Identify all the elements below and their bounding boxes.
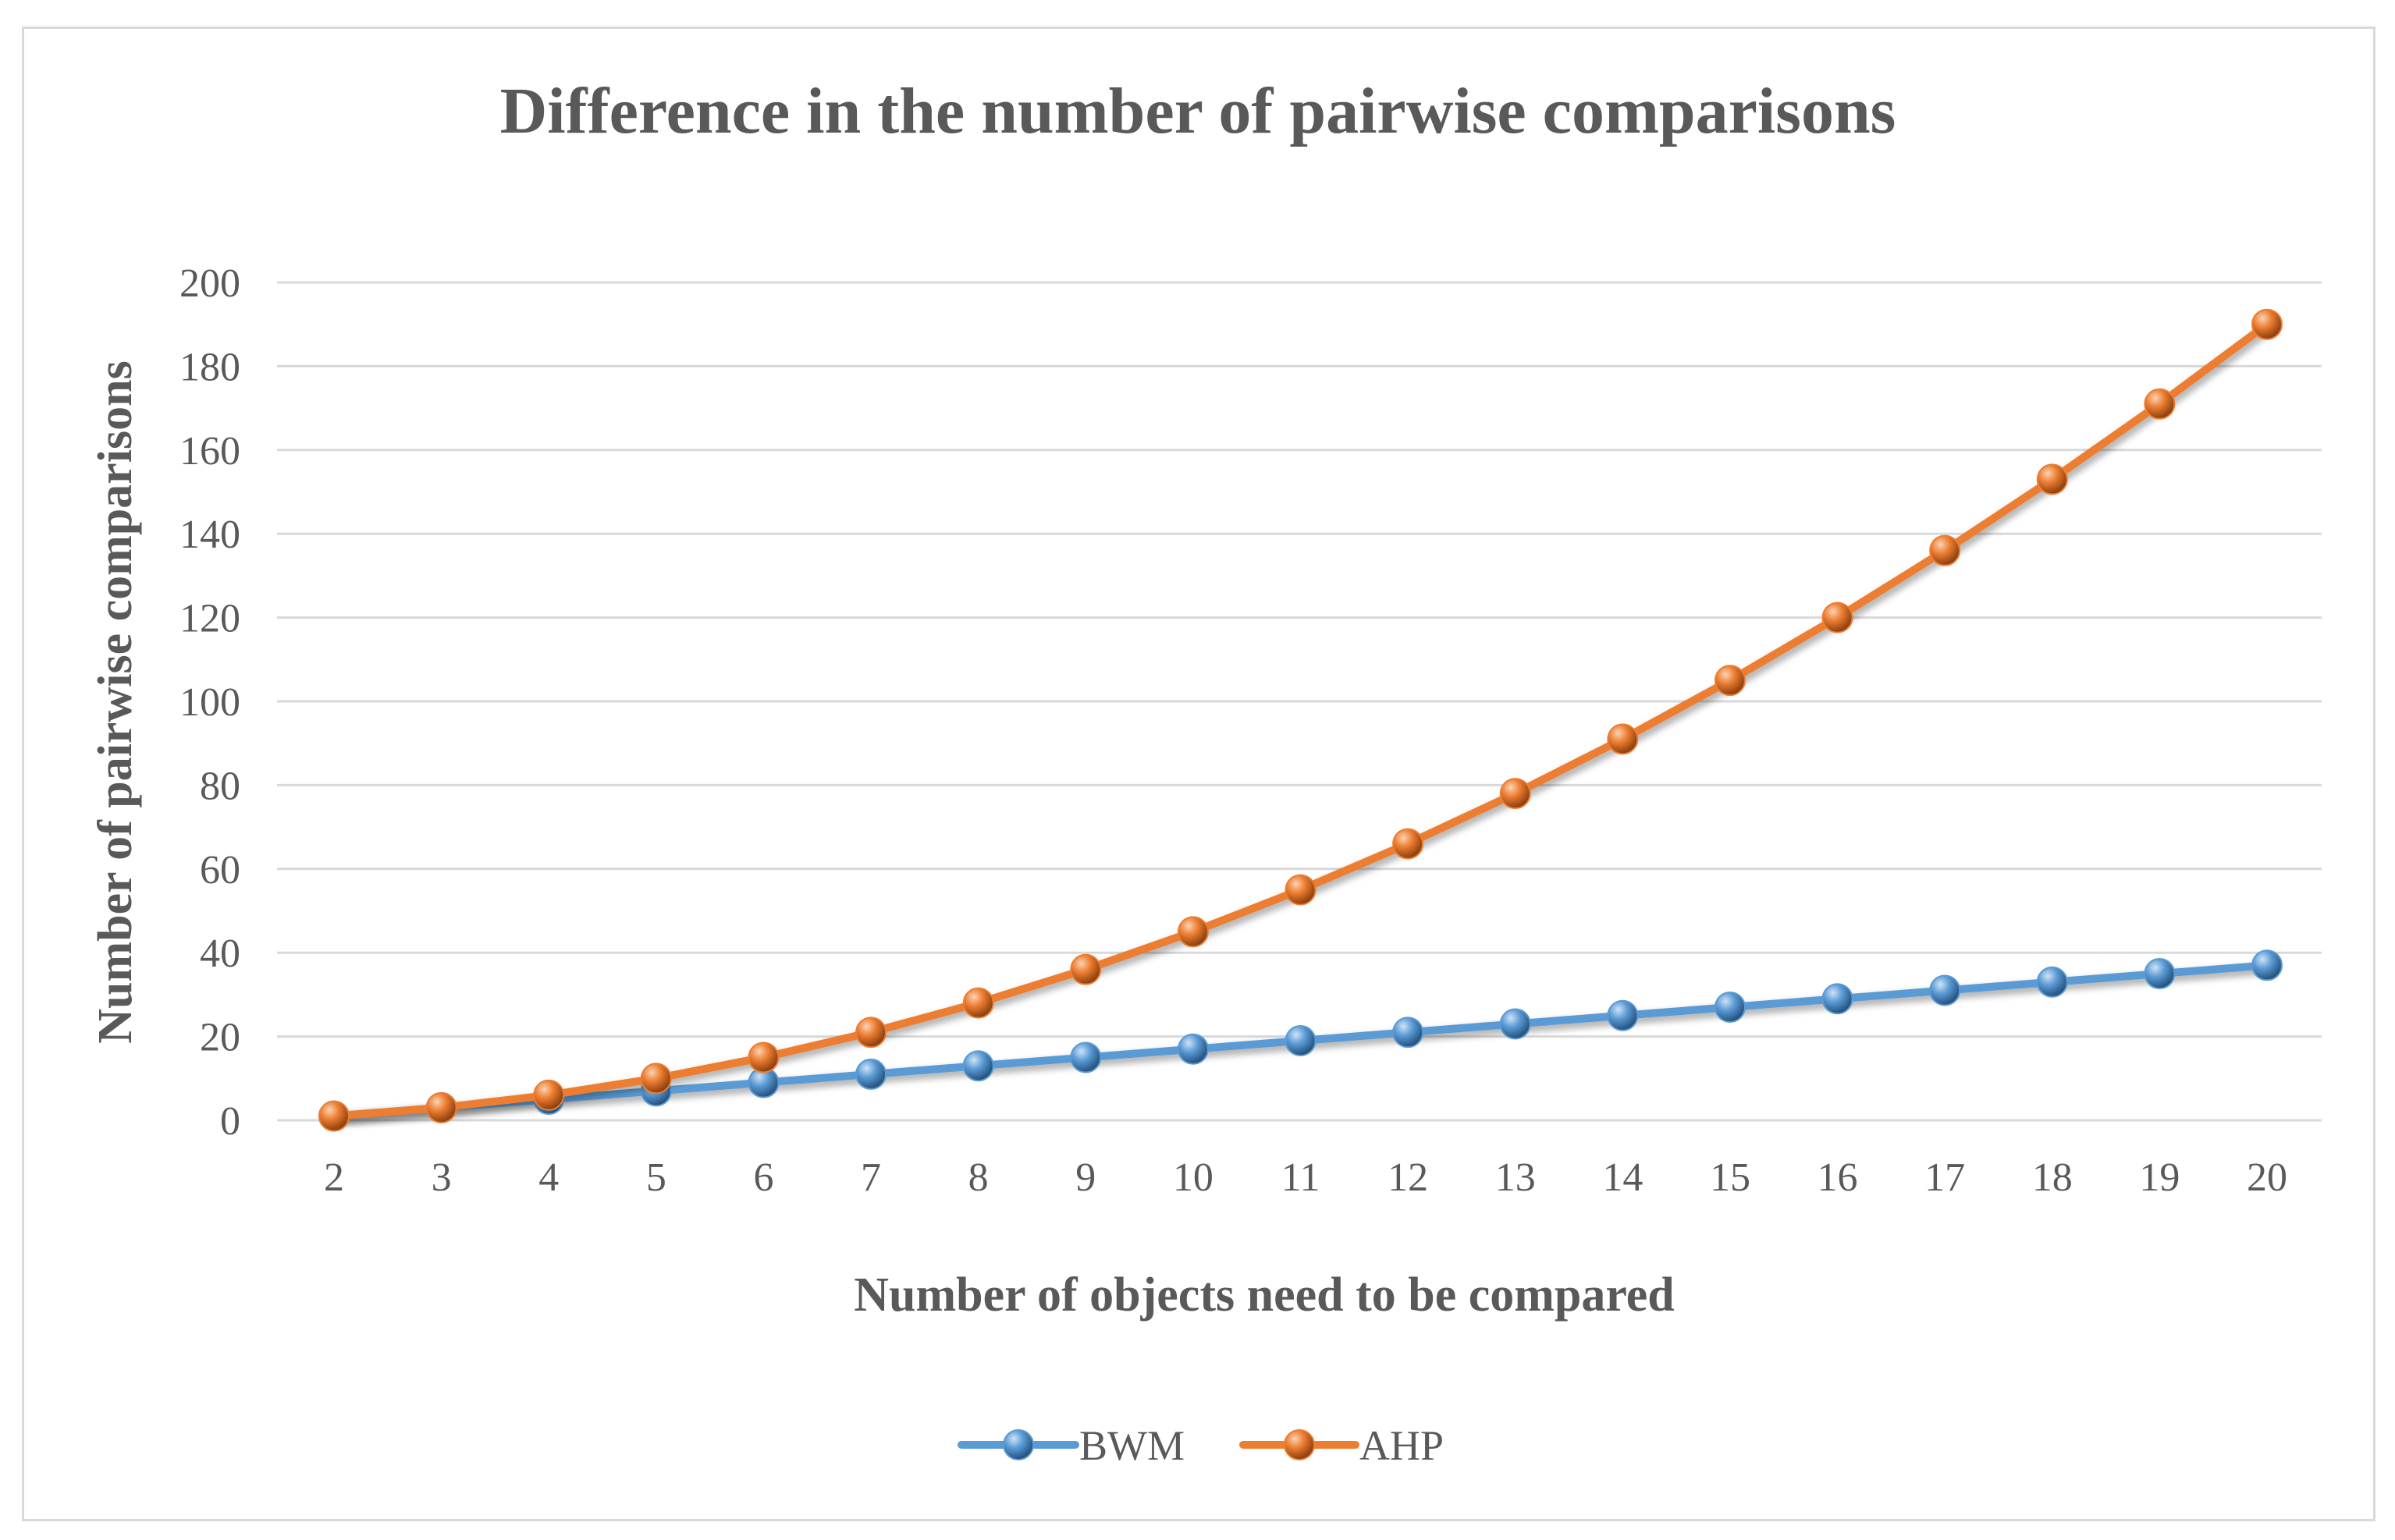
data-point-ahp — [2144, 388, 2176, 420]
data-point-bwm — [1499, 1008, 1531, 1040]
legend-marker — [1284, 1429, 1315, 1460]
y-tick-label: 80 — [200, 764, 240, 808]
gridlines — [277, 281, 2322, 1122]
y-tick-label: 200 — [179, 261, 240, 306]
data-point-ahp — [1070, 953, 1102, 985]
y-tick-label: 0 — [220, 1099, 240, 1144]
x-tick-label: 19 — [2139, 1155, 2180, 1200]
x-tick-label: 8 — [968, 1155, 989, 1200]
data-point-ahp — [425, 1091, 457, 1123]
x-tick-label: 15 — [1710, 1155, 1750, 1200]
x-axis-title: Number of objects need to be compared — [854, 1269, 1675, 1322]
x-tick-label: 18 — [2032, 1155, 2073, 1200]
x-tick-label: 4 — [538, 1155, 559, 1200]
chart-frame — [22, 27, 2375, 1521]
data-point-ahp — [1929, 534, 1961, 566]
data-point-ahp — [318, 1100, 350, 1132]
data-point-bwm — [1392, 1017, 1424, 1049]
data-point-bwm — [1821, 983, 1853, 1015]
y-tick-label: 160 — [179, 429, 240, 474]
legend-item-bwm: BWM — [958, 1422, 1185, 1469]
data-point-ahp — [1499, 778, 1531, 810]
x-tick-label: 5 — [646, 1155, 666, 1200]
data-point-ahp — [2036, 463, 2068, 495]
data-point-ahp — [1392, 828, 1424, 860]
y-tick-label: 140 — [179, 513, 240, 557]
x-tick-label: 2 — [324, 1155, 344, 1200]
data-point-ahp — [533, 1079, 565, 1111]
data-point-bwm — [2251, 949, 2283, 981]
data-point-ahp — [1821, 601, 1853, 633]
data-point-bwm — [1714, 992, 1746, 1024]
series-ahp — [318, 308, 2283, 1132]
legend: BWM AHP — [958, 1422, 1444, 1469]
x-tick-label: 11 — [1281, 1155, 1320, 1200]
x-tick-label: 10 — [1173, 1155, 1213, 1200]
data-point-bwm — [1177, 1033, 1209, 1065]
data-point-bwm — [1607, 999, 1639, 1031]
data-point-ahp — [1714, 665, 1746, 697]
y-axis-title: Number of pairwise comparisons — [89, 360, 142, 1043]
data-point-bwm — [855, 1058, 887, 1090]
series-line-shadow-ahp — [331, 322, 2275, 1126]
legend-item-ahp: AHP — [1239, 1422, 1444, 1469]
x-tick-label: 9 — [1075, 1155, 1096, 1200]
y-tick-label: 60 — [200, 848, 240, 892]
data-point-ahp — [1285, 874, 1317, 906]
y-tick-label: 20 — [200, 1016, 240, 1060]
x-tick-label: 14 — [1602, 1155, 1643, 1200]
data-point-ahp — [1177, 916, 1209, 948]
data-point-ahp — [2251, 308, 2283, 340]
data-point-ahp — [855, 1017, 887, 1049]
y-tick-label: 120 — [179, 597, 240, 641]
data-point-bwm — [1070, 1041, 1102, 1073]
chart-title: Difference in the number of pairwise com… — [500, 75, 1896, 147]
x-tick-label: 20 — [2247, 1155, 2287, 1200]
data-point-ahp — [962, 987, 994, 1019]
data-point-bwm — [2036, 966, 2068, 998]
x-tick-label: 16 — [1818, 1155, 1858, 1200]
y-tick-label: 100 — [179, 680, 240, 725]
data-point-ahp — [1607, 723, 1639, 755]
data-point-bwm — [2144, 958, 2176, 990]
legend-marker — [1003, 1429, 1034, 1460]
y-axis-ticks: 0 20 40 60 80 100 120 140 160 180 200 — [179, 261, 240, 1144]
data-point-bwm — [962, 1050, 994, 1082]
x-tick-label: 6 — [753, 1155, 773, 1200]
x-tick-label: 17 — [1924, 1155, 1965, 1200]
x-tick-label: 7 — [861, 1155, 881, 1200]
series-bwm — [318, 949, 2283, 1132]
legend-label: AHP — [1359, 1422, 1444, 1469]
series-layer — [318, 308, 2283, 1132]
data-point-bwm — [1285, 1024, 1317, 1056]
legend-label: BWM — [1079, 1422, 1185, 1469]
data-point-ahp — [640, 1063, 672, 1095]
data-point-bwm — [1929, 974, 1961, 1006]
y-tick-label: 40 — [200, 931, 240, 976]
x-tick-label: 13 — [1495, 1155, 1536, 1200]
x-tick-label: 12 — [1388, 1155, 1428, 1200]
x-tick-label: 3 — [432, 1155, 452, 1200]
x-axis-ticks: 2 3 4 5 6 7 8 9 10 11 12 13 14 15 16 17 18 19 20 — [324, 1155, 2287, 1200]
data-point-ahp — [748, 1041, 780, 1073]
y-tick-label: 180 — [179, 345, 240, 389]
